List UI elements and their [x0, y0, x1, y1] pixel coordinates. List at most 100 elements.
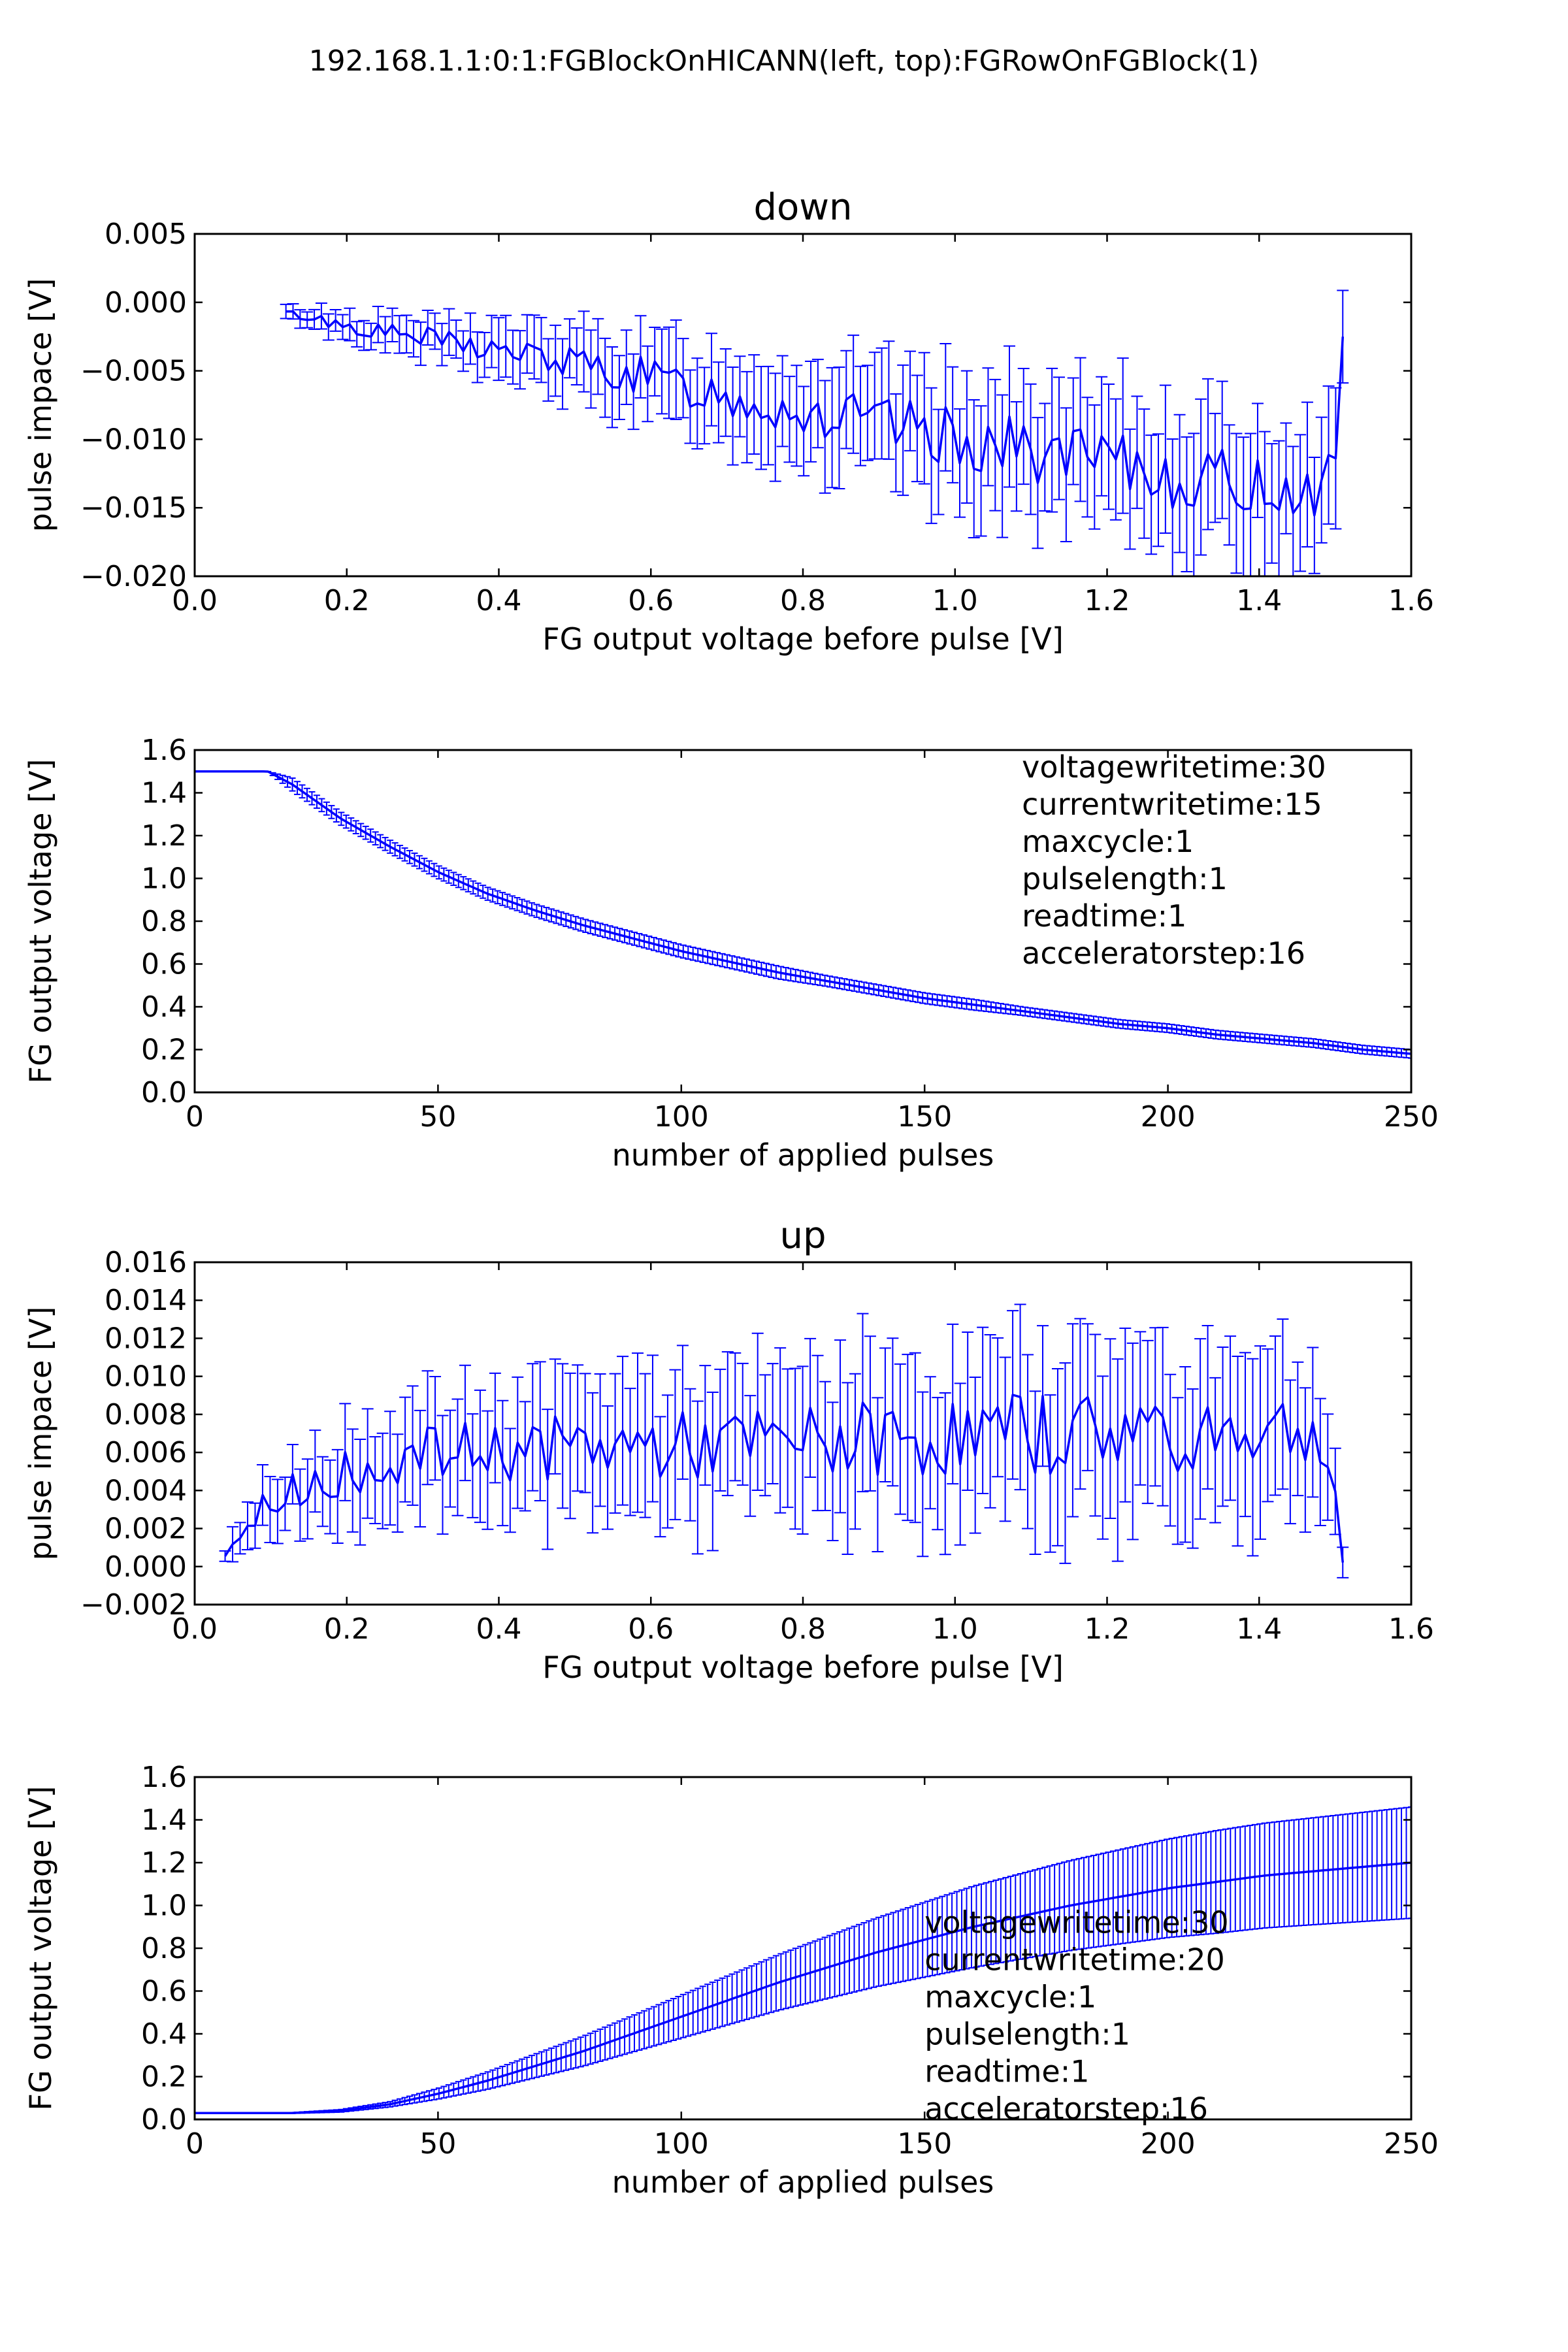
y-tick-label: 0.6	[141, 948, 187, 981]
y-tick-label: 0.004	[105, 1474, 187, 1507]
parameter-annotation: acceleratorstep:16	[924, 2091, 1208, 2127]
x-axis-label: FG output voltage before pulse [V]	[542, 621, 1064, 657]
subplot-down-output-voltage: 0 50 100 150 200 250 0.0 0.2 0.4 0.6 0.8 1.0 1.2 1.4 1…	[23, 734, 1439, 1173]
x-tick-label: 0.4	[476, 1612, 522, 1646]
y-tick-label: 1.4	[141, 1804, 187, 1837]
y-tick-label: 0.0	[141, 1076, 187, 1109]
x-tick-label: 0.0	[172, 584, 218, 617]
x-tick-label: 1.0	[932, 584, 978, 617]
y-tick-label: 0.000	[105, 286, 187, 319]
x-tick-label: 150	[897, 1100, 952, 1134]
y-tick-label: 0.4	[141, 990, 187, 1024]
x-tick-label: 1.0	[932, 1612, 978, 1646]
y-tick-label: 1.2	[141, 819, 187, 853]
y-tick-label: 0.4	[141, 2017, 187, 2051]
parameter-annotation: voltagewritetime:30	[924, 1905, 1228, 1940]
parameter-annotation: currentwritetime:20	[924, 1942, 1225, 1978]
x-tick-label: 0.4	[476, 584, 522, 617]
x-tick-label: 1.6	[1388, 584, 1434, 617]
y-tick-label: 0.0	[141, 2103, 187, 2136]
y-tick-label: 1.0	[141, 1889, 187, 1923]
y-tick-label: 0.014	[105, 1284, 187, 1317]
x-tick-label: 0.0	[172, 1612, 218, 1646]
x-tick-label: 200	[1141, 1100, 1196, 1134]
x-tick-label: 0	[186, 1100, 204, 1134]
x-tick-label: 0.2	[324, 584, 370, 617]
series-line	[224, 1394, 1345, 1563]
subplot-down-pulse-impact: down 0.0 0.2 0.4 0.6 0.8 1.0 1.2 1.4 1.6 −0.020 −0.…	[23, 186, 1434, 657]
y-tick-label: 0.006	[105, 1436, 187, 1469]
y-tick-label: 0.000	[105, 1550, 187, 1584]
parameter-annotation: currentwritetime:15	[1022, 787, 1322, 822]
x-tick-label: 0.8	[780, 584, 826, 617]
y-tick-label: 1.6	[141, 1761, 187, 1794]
x-tick-label: 50	[419, 2127, 456, 2161]
x-tick-label: 1.4	[1236, 584, 1282, 617]
parameter-annotation: maxcycle:1	[1022, 824, 1194, 859]
x-axis-label: number of applied pulses	[612, 2164, 994, 2200]
plot-data	[195, 1806, 1411, 2114]
y-axis-label: FG output voltage [V]	[23, 1786, 58, 2111]
plot-data	[219, 1303, 1349, 1578]
x-tick-label: 1.6	[1388, 1612, 1434, 1646]
y-axis-label: pulse impace [V]	[23, 278, 58, 532]
x-tick-label: 100	[654, 1100, 709, 1134]
y-tick-label: 0.8	[141, 1932, 187, 1965]
y-tick-label: 0.2	[141, 2061, 187, 2094]
y-tick-label: −0.020	[80, 560, 187, 593]
y-tick-label: 0.005	[105, 218, 187, 251]
x-tick-label: 250	[1384, 2127, 1439, 2161]
y-tick-label: 0.012	[105, 1322, 187, 1355]
x-tick-label: 250	[1384, 1100, 1439, 1134]
x-tick-label: 150	[897, 2127, 952, 2161]
subplot-up-output-voltage: 0 50 100 150 200 250 0.0 0.2 0.4 0.6 0.8 1.0 1.2 1.4 1…	[23, 1761, 1439, 2200]
plot-title: down	[753, 186, 852, 229]
plot-data	[195, 770, 1411, 1059]
y-tick-label: 0.010	[105, 1360, 187, 1394]
y-tick-label: −0.010	[80, 423, 187, 456]
x-tick-label: 1.4	[1236, 1612, 1282, 1646]
y-tick-label: 0.8	[141, 905, 187, 938]
y-tick-label: 0.2	[141, 1034, 187, 1067]
y-tick-label: 0.6	[141, 1975, 187, 2008]
parameter-annotation: acceleratorstep:16	[1022, 936, 1305, 971]
x-tick-label: 1.2	[1085, 584, 1130, 617]
y-tick-label: −0.002	[80, 1588, 187, 1622]
series-line	[195, 770, 1411, 1055]
x-tick-label: 0	[186, 2127, 204, 2161]
y-tick-label: −0.015	[80, 491, 187, 525]
x-tick-label: 0.6	[628, 584, 674, 617]
y-tick-label: 0.008	[105, 1398, 187, 1431]
x-tick-label: 0.8	[780, 1612, 826, 1646]
y-axis-label: pulse impace [V]	[23, 1307, 58, 1561]
parameter-annotation: maxcycle:1	[924, 1980, 1096, 2015]
parameter-annotation: voltagewritetime:30	[1022, 749, 1326, 785]
x-tick-label: 0.2	[324, 1612, 370, 1646]
parameter-annotation: pulselength:1	[1022, 861, 1228, 896]
plot-data	[280, 289, 1349, 576]
x-tick-label: 50	[419, 1100, 456, 1134]
y-tick-label: 1.2	[141, 1846, 187, 1880]
x-tick-label: 100	[654, 2127, 709, 2161]
y-tick-label: 0.002	[105, 1512, 187, 1546]
x-axis-label: number of applied pulses	[612, 1137, 994, 1173]
series-line	[286, 310, 1345, 517]
x-tick-label: 200	[1141, 2127, 1196, 2161]
y-tick-label: −0.005	[80, 355, 187, 388]
subplot-up-pulse-impact: up 0.0 0.2 0.4 0.6 0.8 1.0 1.2 1.4 1.6 −0.002 0.000…	[23, 1215, 1434, 1685]
y-tick-label: 1.6	[141, 734, 187, 767]
x-axis-label: FG output voltage before pulse [V]	[542, 1650, 1064, 1685]
figure-suptitle: 192.168.1.1:0:1:FGBlockOnHICANN(left, to…	[309, 44, 1260, 78]
y-tick-label: 0.016	[105, 1246, 187, 1279]
parameter-annotation: pulselength:1	[924, 2017, 1130, 2052]
y-tick-label: 1.4	[141, 777, 187, 810]
y-axis-label: FG output voltage [V]	[23, 759, 58, 1084]
y-tick-label: 1.0	[141, 862, 187, 896]
x-tick-label: 1.2	[1085, 1612, 1130, 1646]
parameter-annotation: readtime:1	[924, 2054, 1089, 2089]
parameter-annotation: readtime:1	[1022, 898, 1186, 934]
plot-title: up	[779, 1215, 826, 1257]
x-tick-label: 0.6	[628, 1612, 674, 1646]
